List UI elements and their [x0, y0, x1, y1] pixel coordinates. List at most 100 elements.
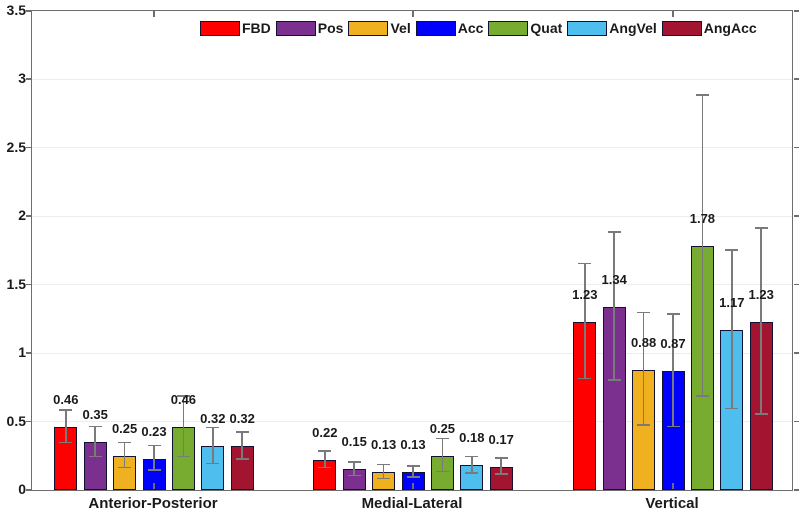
error-bar	[353, 462, 355, 477]
gridline	[32, 284, 792, 286]
error-bar-cap	[607, 379, 621, 381]
bar-value-label: 0.88	[630, 334, 657, 350]
error-bar	[642, 313, 645, 426]
error-bar	[94, 427, 96, 458]
error-bar	[731, 250, 733, 410]
error-bar-cap	[465, 455, 479, 458]
error-bar-cap	[147, 469, 161, 471]
y-tick-mark	[26, 489, 31, 491]
error-bar-cap	[318, 466, 332, 469]
legend-swatch-icon	[661, 21, 702, 36]
error-bar-cap	[235, 431, 249, 433]
legend-item-fbd: FBD	[200, 21, 271, 36]
bar-value-label: 0.46	[53, 392, 79, 408]
error-bar-cap	[607, 231, 621, 233]
y-tick-mark	[26, 420, 31, 423]
legend-swatch-icon	[415, 21, 456, 36]
error-bar-cap	[118, 441, 132, 444]
bar-value-label: 0.25	[429, 420, 456, 436]
bar-value-label: 0.17	[488, 431, 514, 447]
y-tick-label: 3.5	[6, 2, 26, 18]
error-bar-cap	[176, 455, 190, 458]
error-bar-cap	[406, 476, 420, 478]
bar-value-label: 0.32	[200, 411, 226, 427]
x-tick-mark	[672, 483, 674, 489]
error-bar	[701, 95, 704, 397]
bar-value-label: 0.15	[341, 434, 367, 450]
y-tick-mark	[26, 352, 31, 354]
legend-label: FBD	[242, 20, 271, 36]
bar-value-label: 0.23	[141, 423, 167, 439]
legend-item-angvel: AngVel	[567, 20, 657, 36]
x-tick-mark	[412, 483, 414, 489]
error-bar-cap	[347, 461, 361, 463]
error-bar-cap	[88, 455, 102, 458]
bar-value-label: 0.35	[82, 407, 108, 423]
gridline	[32, 352, 792, 354]
error-bar-cap	[637, 311, 651, 314]
legend-label: Acc	[457, 20, 484, 36]
error-bar-cap	[59, 409, 73, 411]
error-bar-cap	[59, 441, 73, 444]
bar-value-label: 0.25	[111, 420, 138, 436]
error-bar	[500, 458, 502, 475]
error-bar-cap	[435, 437, 449, 440]
y-tick-mark	[793, 146, 799, 149]
error-bar-cap	[754, 413, 768, 415]
y-tick-mark	[26, 215, 31, 217]
error-bar	[760, 228, 762, 415]
bar-value-label: 0.46	[170, 392, 197, 408]
y-tick-mark	[26, 10, 31, 12]
x-category-label: Medial-Lateral	[361, 495, 463, 512]
legend-item-quat: Quat	[488, 21, 562, 36]
error-bar	[324, 451, 326, 469]
y-tick-mark	[793, 10, 799, 12]
error-bar	[212, 428, 214, 464]
bar-value-label: 0.13	[400, 437, 426, 453]
y-tick-mark	[26, 78, 31, 80]
error-bar	[471, 457, 473, 474]
error-bar	[123, 443, 126, 469]
x-tick-mark	[153, 483, 155, 489]
x-category-label: Anterior-Posterior	[88, 495, 218, 512]
legend-label: Quat	[530, 20, 563, 36]
error-bar-cap	[377, 463, 391, 466]
y-tick-label: 3	[18, 70, 26, 87]
bar-value-label: 1.23	[572, 286, 598, 302]
legend-item-acc: Acc	[415, 20, 484, 36]
error-bar-cap	[406, 465, 420, 467]
x-tick-mark	[153, 11, 155, 17]
error-bar	[241, 432, 243, 460]
legend-item-angacc: AngAcc	[661, 21, 757, 36]
legend-swatch-icon	[275, 21, 316, 36]
legend-item-vel: Vel	[348, 21, 411, 36]
chart-legend: FBD Pos Vel Acc Quat AngVel AngAcc	[200, 21, 757, 36]
error-bar-cap	[725, 407, 739, 410]
error-bar	[412, 466, 414, 478]
bar-value-label: 1.34	[601, 271, 627, 287]
gridline	[32, 215, 792, 217]
error-bar-cap	[578, 377, 592, 380]
y-tick-label: 2.5	[6, 138, 26, 155]
error-bar	[584, 264, 586, 380]
error-bar-cap	[754, 227, 768, 229]
error-bar-cap	[206, 426, 220, 429]
error-bar-cap	[318, 450, 332, 452]
error-bar-cap	[637, 424, 651, 426]
legend-label: Pos	[317, 20, 344, 36]
y-tick-label: 0.5	[6, 412, 26, 429]
bar-value-label: 0.18	[459, 430, 485, 446]
error-bar	[672, 314, 674, 428]
gridline	[32, 78, 792, 80]
legend-swatch-icon	[200, 21, 240, 36]
gridline	[32, 421, 792, 423]
bar-value-label: 1.78	[689, 211, 716, 227]
y-tick-mark	[793, 283, 799, 286]
legend-label: AngVel	[609, 20, 657, 36]
bar-value-label: 0.13	[370, 437, 397, 453]
bar-value-label: 0.87	[660, 335, 686, 351]
error-bar-cap	[465, 472, 479, 474]
error-bar-cap	[695, 395, 709, 397]
y-tick-mark	[793, 489, 799, 491]
